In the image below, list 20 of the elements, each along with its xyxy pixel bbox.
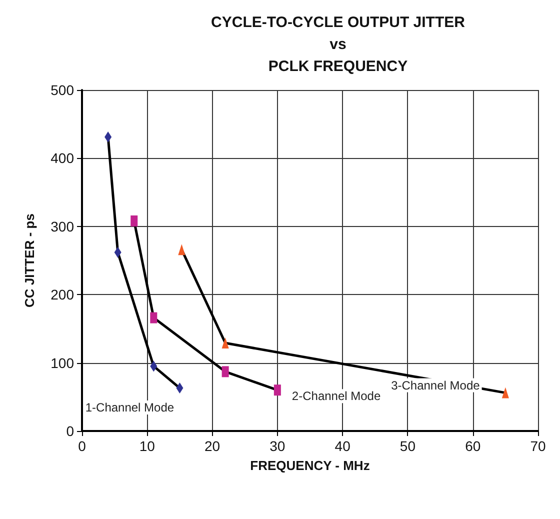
series-label: 1-Channel Mode: [85, 400, 174, 415]
series-label: 2-Channel Mode: [292, 389, 381, 404]
x-tick-label: 70: [530, 438, 546, 454]
x-tick-label: 40: [334, 438, 351, 454]
y-tick-label: 100: [50, 354, 74, 371]
x-axis-title: FREQUENCY - MHz: [250, 458, 370, 473]
series-label: 3-Channel Mode: [391, 378, 480, 392]
x-tick-label: 20: [204, 438, 220, 454]
y-axis-title: CC JITTER - ps: [22, 214, 37, 308]
x-tick-label: 60: [465, 438, 481, 454]
y-tick-label: 300: [50, 218, 74, 234]
chart-title: CYCLE-TO-CYCLE OUTPUT JITTER vs PCLK FREQUENCY: [211, 14, 466, 75]
y-tick-label: 500: [50, 82, 74, 98]
y-tick-label: 0: [66, 423, 74, 439]
x-tick-label: 50: [400, 438, 416, 454]
x-tick-label: 30: [270, 438, 286, 454]
y-tick-label: 200: [50, 286, 74, 303]
x-tick-label: 0: [78, 438, 86, 454]
y-tick-label: 400: [50, 150, 74, 166]
x-tick-label: 10: [139, 438, 156, 454]
